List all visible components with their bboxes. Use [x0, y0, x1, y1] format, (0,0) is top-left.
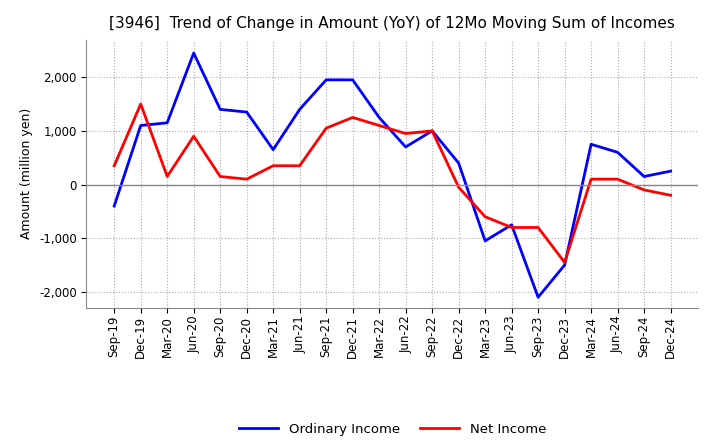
Net Income: [348, 115, 357, 120]
Net Income: [587, 176, 595, 182]
Net Income: [481, 214, 490, 220]
Net Income: [216, 174, 225, 179]
Ordinary Income: [348, 77, 357, 82]
Ordinary Income: [295, 107, 304, 112]
Ordinary Income: [163, 120, 171, 125]
Ordinary Income: [136, 123, 145, 128]
Line: Net Income: Net Income: [114, 104, 670, 262]
Ordinary Income: [243, 110, 251, 115]
Net Income: [454, 184, 463, 190]
Ordinary Income: [401, 144, 410, 150]
Ordinary Income: [613, 150, 622, 155]
Net Income: [163, 174, 171, 179]
Net Income: [243, 176, 251, 182]
Net Income: [295, 163, 304, 169]
Net Income: [640, 187, 649, 193]
Ordinary Income: [454, 161, 463, 166]
Net Income: [508, 225, 516, 230]
Net Income: [136, 101, 145, 106]
Ordinary Income: [428, 128, 436, 133]
Legend: Ordinary Income, Net Income: Ordinary Income, Net Income: [233, 418, 552, 440]
Ordinary Income: [269, 147, 277, 152]
Net Income: [375, 123, 384, 128]
Line: Ordinary Income: Ordinary Income: [114, 53, 670, 297]
Ordinary Income: [189, 50, 198, 55]
Ordinary Income: [640, 174, 649, 179]
Ordinary Income: [375, 115, 384, 120]
Net Income: [189, 134, 198, 139]
Ordinary Income: [534, 295, 542, 300]
Ordinary Income: [666, 169, 675, 174]
Ordinary Income: [322, 77, 330, 82]
Y-axis label: Amount (million yen): Amount (million yen): [20, 108, 33, 239]
Net Income: [666, 193, 675, 198]
Ordinary Income: [110, 203, 119, 209]
Net Income: [269, 163, 277, 169]
Ordinary Income: [508, 222, 516, 227]
Ordinary Income: [587, 142, 595, 147]
Ordinary Income: [216, 107, 225, 112]
Net Income: [560, 260, 569, 265]
Net Income: [322, 125, 330, 131]
Net Income: [428, 128, 436, 133]
Title: [3946]  Trend of Change in Amount (YoY) of 12Mo Moving Sum of Incomes: [3946] Trend of Change in Amount (YoY) o…: [109, 16, 675, 32]
Ordinary Income: [481, 238, 490, 244]
Ordinary Income: [560, 262, 569, 268]
Net Income: [613, 176, 622, 182]
Net Income: [401, 131, 410, 136]
Net Income: [110, 163, 119, 169]
Net Income: [534, 225, 542, 230]
